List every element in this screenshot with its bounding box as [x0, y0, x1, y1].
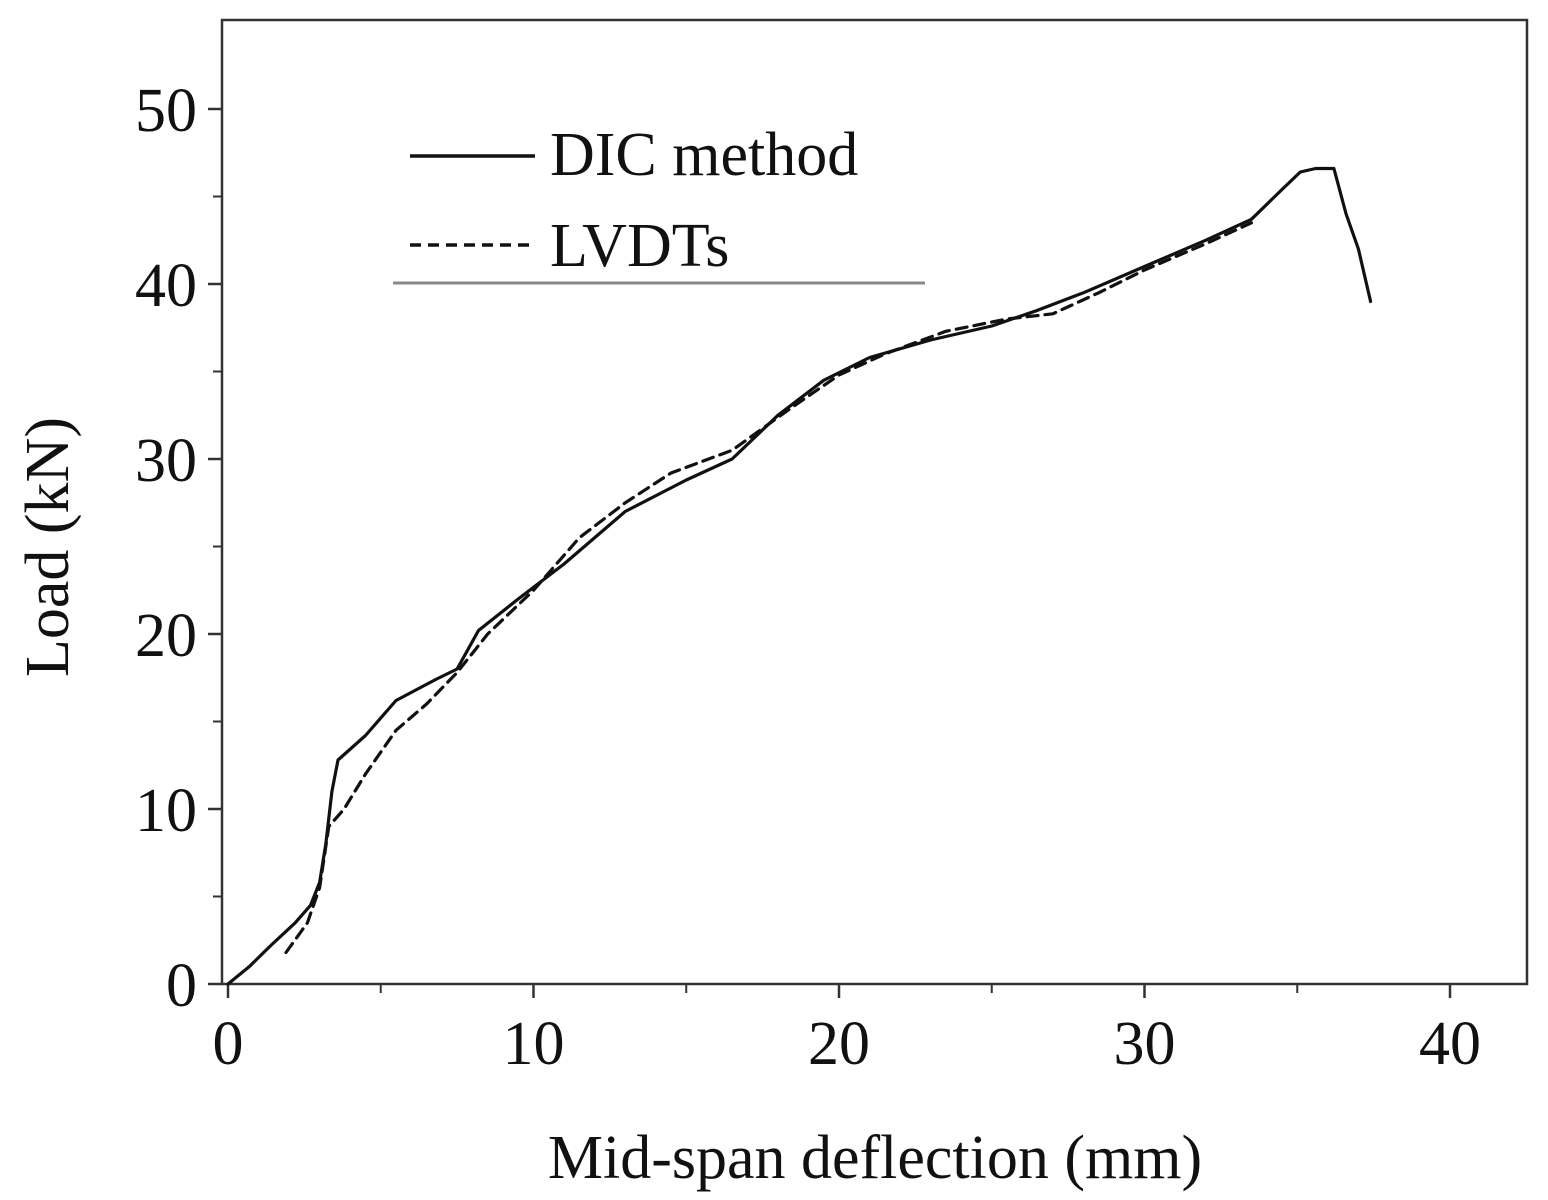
y-tick-label-40: 40 [135, 252, 197, 320]
x-tick-label-0: 0 [213, 1010, 244, 1078]
y-tick-label-50: 50 [135, 77, 197, 145]
x-axis-label: Mid-span deflection (mm) [548, 1124, 1202, 1192]
plot-frame [220, 18, 1529, 986]
x-tick-label-10: 10 [503, 1010, 565, 1078]
legend-label-lvdts: LVDTs [550, 212, 729, 280]
series-lines [226, 166, 1373, 986]
x-tick-label-30: 30 [1114, 1010, 1176, 1078]
x-axis-tick-labels: 0 10 20 30 40 [213, 1010, 1482, 1078]
x-tick-label-20: 20 [808, 1010, 870, 1078]
y-tick-label-20: 20 [135, 602, 197, 670]
x-tick-label-40: 40 [1419, 1010, 1481, 1078]
y-axis-ticks [208, 107, 222, 986]
y-tick-label-10: 10 [135, 777, 197, 845]
y-axis-tick-labels: 0 10 20 30 40 50 [135, 77, 197, 1020]
y-tick-label-0: 0 [166, 952, 197, 1020]
legend: DIC method LVDTs [393, 121, 925, 285]
series-line-dic-method [226, 166, 1373, 986]
y-axis-label: Load (kN) [14, 417, 82, 677]
series-line-lvdts [284, 221, 1254, 955]
legend-label-dic-method: DIC method [550, 121, 858, 189]
y-tick-label-30: 30 [135, 427, 197, 495]
x-axis-ticks [226, 984, 1452, 998]
